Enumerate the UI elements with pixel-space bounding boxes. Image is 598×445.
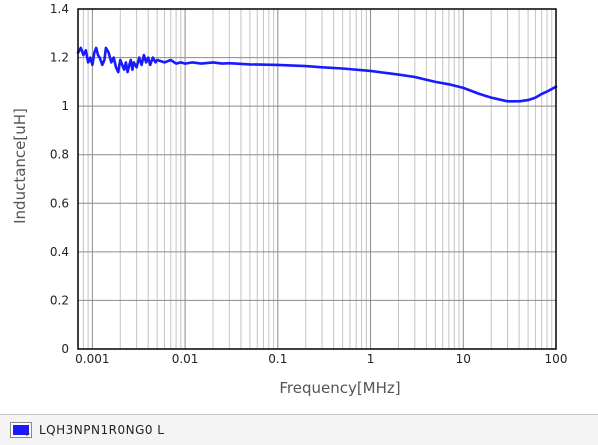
y-tick-label: 1.4 — [50, 2, 69, 16]
legend-label: LQH3NPN1R0NG0 L — [39, 423, 165, 437]
grid-lines — [78, 8, 557, 350]
x-tick-label: 0.001 — [75, 352, 109, 366]
tick-labels: 0.001 0.01 0.1 1 10 100 0 0.2 0.4 0.6 0.8 1 1.2 1.4 — [50, 2, 568, 366]
y-tick-label: 1.2 — [50, 51, 69, 65]
y-tick-label: 1 — [61, 99, 69, 113]
x-tick-label: 0.01 — [172, 352, 199, 366]
series-color-fill — [13, 425, 29, 435]
series-line — [76, 46, 558, 103]
x-tick-label: 0.1 — [268, 352, 287, 366]
legend-item[interactable]: LQH3NPN1R0NG0 L — [10, 421, 165, 439]
x-axis-title: Frequency[MHz] — [279, 379, 400, 397]
series-color-swatch[interactable] — [10, 422, 32, 438]
x-tick-label: 10 — [456, 352, 471, 366]
dropdown-arrow-icon — [24, 433, 30, 436]
x-tick-label: 100 — [545, 352, 568, 366]
y-tick-label: 0.6 — [50, 196, 69, 210]
y-tick-label: 0.2 — [50, 293, 69, 307]
y-tick-label: 0 — [61, 342, 69, 356]
plot-series — [76, 46, 558, 103]
plot-frame — [77, 8, 557, 350]
y-axis-title: Inductance[uH] — [11, 108, 29, 224]
inductance-chart: Inductance[uH] 0.001 0.01 0.1 1 10 100 0 0.2 0.4… — [11, 2, 568, 397]
y-tick-label: 0.4 — [50, 245, 69, 259]
legend: LQH3NPN1R0NG0 L — [0, 414, 598, 445]
x-tick-label: 1 — [367, 352, 375, 366]
y-tick-label: 0.8 — [50, 148, 69, 162]
